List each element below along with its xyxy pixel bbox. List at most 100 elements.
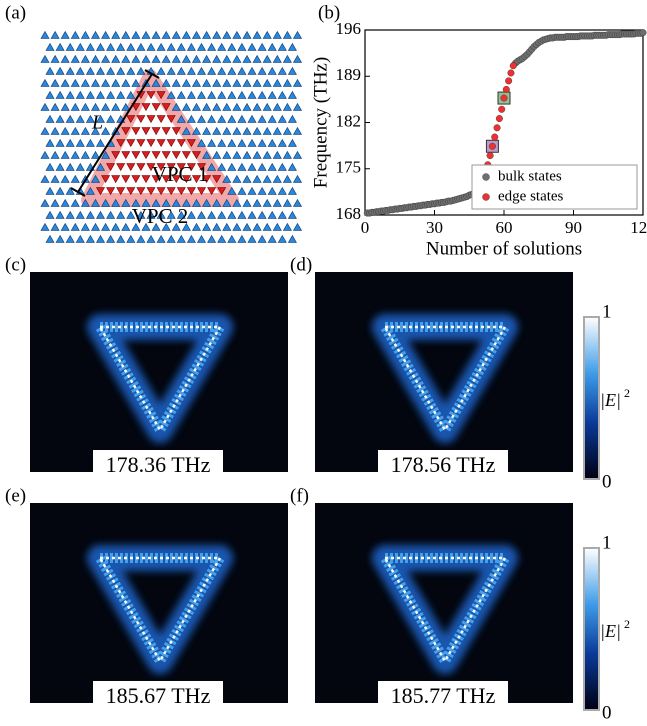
outer-rod <box>40 174 50 183</box>
outer-rod <box>191 102 202 111</box>
outer-rod <box>176 42 186 51</box>
inner-rod <box>196 187 207 196</box>
outer-rod <box>40 126 50 135</box>
outer-rod <box>262 78 272 87</box>
outer-rod <box>186 90 196 99</box>
outer-rod <box>80 222 90 231</box>
outer-rod <box>242 102 252 111</box>
outer-rod <box>60 174 70 183</box>
inner-rod <box>166 187 176 196</box>
outer-rod <box>232 174 242 183</box>
outer-rod <box>90 174 101 183</box>
outer-rod <box>242 198 252 207</box>
panel-label: (a) <box>5 2 26 23</box>
panel-label: (b) <box>318 2 340 23</box>
frequency-box <box>378 450 508 482</box>
outer-rod <box>136 234 146 243</box>
outer-rod <box>65 186 75 195</box>
outer-rod <box>106 42 116 51</box>
outer-rod <box>95 210 106 219</box>
inner-rod <box>176 187 186 196</box>
data-point <box>505 77 513 85</box>
inner-rod <box>136 139 146 148</box>
inner-rod <box>151 151 161 160</box>
outer-rod <box>272 30 282 39</box>
colorbar-label-power: 2 <box>624 617 630 631</box>
outer-rod <box>227 186 237 195</box>
outer-rod <box>70 102 80 111</box>
outer-rod <box>232 30 242 39</box>
outer-rod <box>232 198 242 207</box>
outer-rod <box>287 234 297 243</box>
panel-label: (f) <box>290 485 309 506</box>
length-cap <box>70 187 86 197</box>
outer-rod <box>40 30 50 39</box>
outer-rod <box>156 234 166 243</box>
outer-rod <box>90 150 101 159</box>
inner-rod <box>186 139 196 148</box>
outer-rod <box>166 90 176 99</box>
outer-rod <box>262 30 272 39</box>
outer-rod <box>212 150 222 159</box>
outer-rod <box>202 222 212 231</box>
outer-rod <box>95 66 106 75</box>
outer-rod <box>262 126 272 135</box>
outer-rod <box>257 114 267 123</box>
outer-rod <box>146 210 156 219</box>
outer-rod <box>242 30 252 39</box>
outer-rod <box>85 234 95 243</box>
outer-rod <box>232 222 242 231</box>
inner-rod <box>156 187 166 196</box>
outer-rod <box>126 210 136 219</box>
outer-rod <box>95 234 106 243</box>
outer-rod <box>116 90 126 99</box>
inner-rod <box>156 139 166 148</box>
outer-rod <box>227 90 237 99</box>
outer-rod <box>121 30 131 39</box>
outer-rod <box>45 210 55 219</box>
outer-rod <box>80 198 90 207</box>
outer-rod <box>55 234 65 243</box>
legend-box <box>471 164 638 210</box>
outer-rod <box>277 90 287 99</box>
inner-rod <box>146 163 156 172</box>
outer-rod <box>80 102 90 111</box>
outer-rod <box>55 66 65 75</box>
data-point <box>639 29 647 37</box>
outer-rod <box>95 138 106 147</box>
outer-rod <box>55 138 65 147</box>
outer-rod <box>287 42 297 51</box>
outer-rod <box>267 66 277 75</box>
outer-rod <box>262 198 272 207</box>
inner-rod <box>146 115 156 124</box>
outer-rod <box>287 162 297 171</box>
outer-rod <box>227 138 237 147</box>
inner-rod <box>161 127 171 136</box>
outer-rod <box>196 210 207 219</box>
y-tick-label: 196 <box>336 19 362 38</box>
outer-rod <box>207 42 217 51</box>
outer-rod <box>101 30 111 39</box>
outer-rod <box>292 222 303 231</box>
outer-rod <box>262 102 272 111</box>
outer-rod <box>80 78 90 87</box>
outer-rod <box>60 102 70 111</box>
outer-rod <box>141 198 151 207</box>
outer-rod <box>95 162 106 171</box>
outer-rod <box>90 54 101 63</box>
outer-rod <box>45 234 55 243</box>
outer-rod <box>75 162 85 171</box>
outer-rod <box>121 198 131 207</box>
panel-label: (d) <box>290 254 312 275</box>
outer-rod <box>282 126 292 135</box>
legend-marker <box>482 173 490 181</box>
outer-rod <box>70 78 80 87</box>
inner-rod <box>171 175 181 184</box>
outer-rod <box>131 222 141 231</box>
inner-rod <box>176 163 186 172</box>
outer-rod <box>292 78 303 87</box>
outer-rod <box>237 186 247 195</box>
outer-rod <box>267 90 277 99</box>
data-point <box>502 85 510 93</box>
inner-rod <box>121 175 131 184</box>
